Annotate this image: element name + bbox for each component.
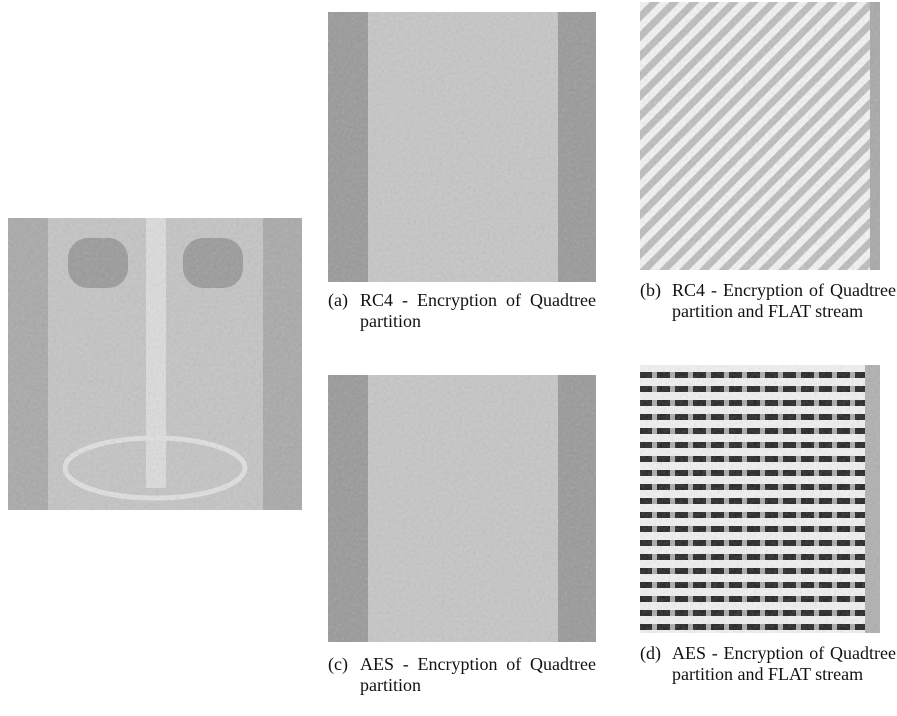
image-d <box>640 365 880 633</box>
image-b <box>640 2 880 270</box>
caption-a: (a) RC4 - Encryption of Quadtree partiti… <box>328 290 596 332</box>
image-c <box>328 375 596 642</box>
caption-text: AES - Encryption of Quadtree partition a… <box>672 643 896 684</box>
caption-text: RC4 - Encryption of Quadtree partition <box>360 290 596 331</box>
caption-c: (c) AES - Encryption of Quadtree partiti… <box>328 654 596 696</box>
caption-label: (c) <box>328 654 348 674</box>
caption-label: (a) <box>328 290 348 310</box>
caption-b: (b) RC4 - Encryption of Quadtree partiti… <box>640 280 896 322</box>
caption-text: RC4 - Encryption of Quadtree partition a… <box>672 280 896 321</box>
original-image <box>8 218 302 510</box>
image-a <box>328 12 596 282</box>
caption-label: (b) <box>640 280 661 300</box>
caption-label: (d) <box>640 643 661 663</box>
caption-d: (d) AES - Encryption of Quadtree partiti… <box>640 643 896 685</box>
caption-text: AES - Encryption of Quadtree partition <box>360 654 596 695</box>
